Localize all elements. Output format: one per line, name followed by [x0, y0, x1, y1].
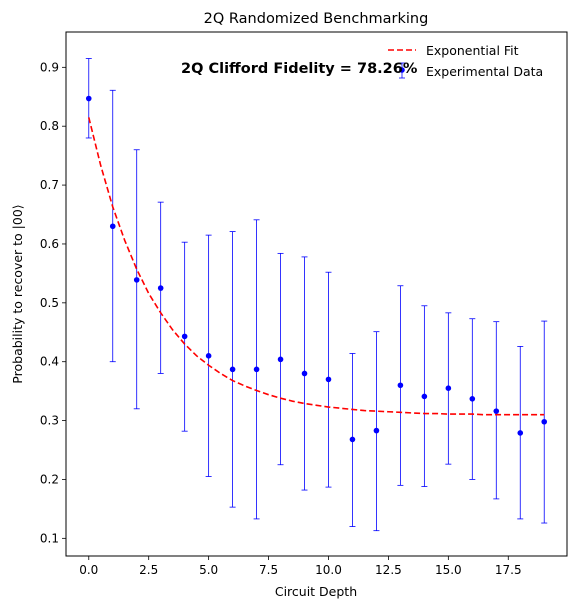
data-point — [301, 370, 308, 377]
plot-frame — [65, 31, 568, 557]
chart-title: 2Q Randomized Benchmarking — [204, 11, 429, 27]
x-tick-label: 0.0 — [79, 563, 98, 577]
data-point — [157, 285, 164, 291]
y-tick-label: 0.5 — [40, 296, 59, 310]
x-axis: 0.0 2.5 5.0 7.5 10.0 12.5 15.0 17.5 — [79, 556, 522, 577]
data-point — [397, 382, 404, 389]
x-tick-label: 12.5 — [375, 563, 402, 577]
y-tick-label: 0.3 — [40, 414, 59, 428]
data-point — [373, 427, 380, 434]
data-point — [253, 366, 260, 373]
y-axis: 0.1 0.2 0.3 0.4 0.5 0.6 0.7 0.8 0.9 — [40, 60, 66, 545]
x-tick-label: 5.0 — [199, 563, 218, 577]
y-tick-label: 0.8 — [40, 119, 59, 133]
y-tick-label: 0.7 — [40, 178, 59, 192]
data-point — [229, 366, 236, 373]
y-tick-label: 0.6 — [40, 237, 59, 251]
data-point — [349, 436, 356, 443]
data-point — [181, 333, 188, 340]
y-tick-label: 0.2 — [40, 472, 59, 486]
data-point — [517, 430, 524, 436]
fit-line — [87, 117, 545, 416]
data-point — [541, 418, 548, 425]
data-point — [85, 95, 92, 102]
legend-fit-label: Exponential Fit — [426, 43, 519, 58]
legend-data-label: Experimental Data — [426, 64, 543, 79]
y-tick-label: 0.1 — [40, 531, 59, 545]
data-point — [493, 408, 500, 414]
fidelity-annotation: 2Q Clifford Fidelity = 78.26% — [181, 61, 418, 77]
x-axis-label: Circuit Depth — [275, 584, 357, 599]
y-tick-label: 0.9 — [40, 60, 59, 74]
x-tick-label: 15.0 — [435, 563, 462, 577]
x-tick-label: 17.5 — [495, 563, 522, 577]
data-point — [469, 396, 476, 402]
x-tick-label: 7.5 — [259, 563, 278, 577]
y-axis-label: Probability to recover to |00⟩ — [10, 204, 25, 383]
y-tick-label: 0.4 — [40, 355, 59, 369]
data-point — [325, 376, 332, 383]
data-point — [205, 353, 212, 359]
data-point — [445, 385, 452, 392]
legend: Exponential Fit Experimental Data — [388, 43, 543, 79]
data-point — [133, 277, 140, 283]
data-point — [421, 393, 428, 400]
data-point — [109, 223, 116, 230]
legend-data-marker — [399, 67, 405, 73]
x-tick-label: 10.0 — [315, 563, 342, 577]
data-point — [277, 356, 284, 363]
plot-area — [85, 58, 548, 532]
x-tick-label: 2.5 — [139, 563, 158, 577]
